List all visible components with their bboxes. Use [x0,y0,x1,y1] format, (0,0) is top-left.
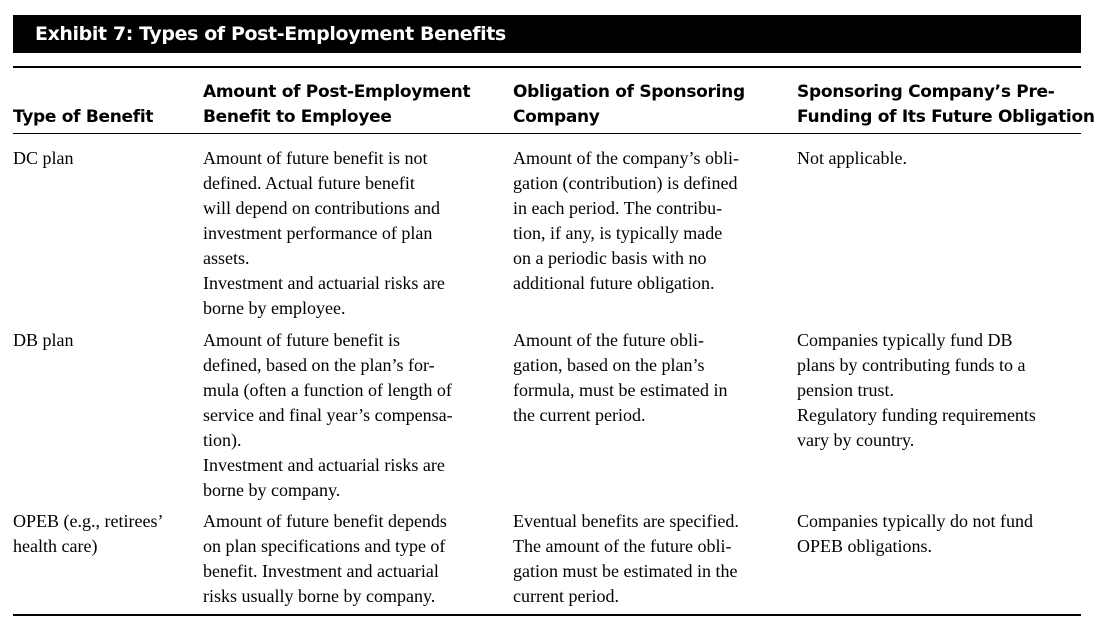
cell-line: Amount of future benefit depends [203,511,447,531]
cell-line: service and final year’s compensa- [203,405,453,425]
cell-line: pension trust. [797,380,894,400]
cell-line: Companies typically fund DB [797,330,1013,350]
row-dc-funding: Not applicable. [797,146,907,171]
table-bottom-rule [13,614,1081,616]
cell-line: DC plan [13,148,74,168]
header-line: Sponsoring Company’s Pre- [797,82,1055,102]
cell-line: health care) [13,536,98,556]
cell-line: risks usually borne by company. [203,586,436,606]
header-line: Amount of Post-Employment [203,82,471,102]
cell-line: defined. Actual future benefit [203,173,415,193]
table-top-rule [13,66,1081,68]
cell-line: Regulatory funding requirements [797,405,1036,425]
cell-line: current period. [513,586,619,606]
cell-line: investment performance of plan [203,223,433,243]
header-line: Type of Benefit [13,107,154,127]
cell-line: mula (often a function of length of [203,380,452,400]
cell-line: gation, based on the plan’s [513,355,705,375]
row-opeb-benefit: Amount of future benefit depends on plan… [203,509,447,609]
header-line: Company [513,107,600,127]
header-type-of-benefit: Type of Benefit [13,105,154,130]
cell-line: assets. [203,248,250,268]
row-opeb-obligation: Eventual benefits are specified. The amo… [513,509,739,609]
row-opeb-funding: Companies typically do not fund OPEB obl… [797,509,1033,559]
cell-line: on plan specifications and type of [203,536,446,556]
cell-line: in each period. The contribu- [513,198,723,218]
row-dc-obligation: Amount of the company’s obli- gation (co… [513,146,739,296]
cell-line: Not applicable. [797,148,907,168]
cell-line: OPEB (e.g., retirees’ [13,511,164,531]
row-dc-type: DC plan [13,146,74,171]
row-db-funding: Companies typically fund DB plans by con… [797,328,1036,453]
cell-line: Investment and actuarial risks are [203,455,445,475]
cell-line: OPEB obligations. [797,536,933,556]
cell-line: Eventual benefits are specified. [513,511,739,531]
cell-line: Amount of the future obli- [513,330,704,350]
cell-line: defined, based on the plan’s for- [203,355,435,375]
cell-line: tion, if any, is typically made [513,223,723,243]
cell-line: plans by contributing funds to a [797,355,1026,375]
cell-line: vary by country. [797,430,915,450]
header-line: Funding of Its Future Obligation [797,107,1095,127]
cell-line: additional future obligation. [513,273,715,293]
row-db-benefit: Amount of future benefit is defined, bas… [203,328,453,503]
cell-line: Amount of future benefit is not [203,148,428,168]
cell-line: will depend on contributions and [203,198,440,218]
cell-line: benefit. Investment and actuarial [203,561,439,581]
cell-line: Investment and actuarial risks are [203,273,445,293]
cell-line: gation (contribution) is defined [513,173,738,193]
cell-line: gation must be estimated in the [513,561,738,581]
header-line: Benefit to Employee [203,107,392,127]
cell-line: borne by company. [203,480,341,500]
header-amount-of-benefit: Amount of Post-Employment Benefit to Emp… [203,80,471,130]
header-pre-funding: Sponsoring Company’s Pre- Funding of Its… [797,80,1095,130]
header-line: Obligation of Sponsoring [513,82,745,102]
row-db-type: DB plan [13,328,74,353]
cell-line: formula, must be estimated in [513,380,728,400]
exhibit-title: Exhibit 7: Types of Post-Employment Bene… [13,15,1081,53]
cell-line: Amount of the company’s obli- [513,148,739,168]
row-opeb-type: OPEB (e.g., retirees’ health care) [13,509,163,559]
cell-line: tion). [203,430,242,450]
cell-line: Companies typically do not fund [797,511,1033,531]
cell-line: Amount of future benefit is [203,330,400,350]
cell-line: DB plan [13,330,74,350]
header-rule [13,133,1081,134]
cell-line: on a periodic basis with no [513,248,707,268]
cell-line: The amount of the future obli- [513,536,732,556]
cell-line: the current period. [513,405,646,425]
header-obligation: Obligation of Sponsoring Company [513,80,745,130]
row-db-obligation: Amount of the future obli- gation, based… [513,328,727,428]
row-dc-benefit: Amount of future benefit is not defined.… [203,146,445,321]
cell-line: borne by employee. [203,298,346,318]
